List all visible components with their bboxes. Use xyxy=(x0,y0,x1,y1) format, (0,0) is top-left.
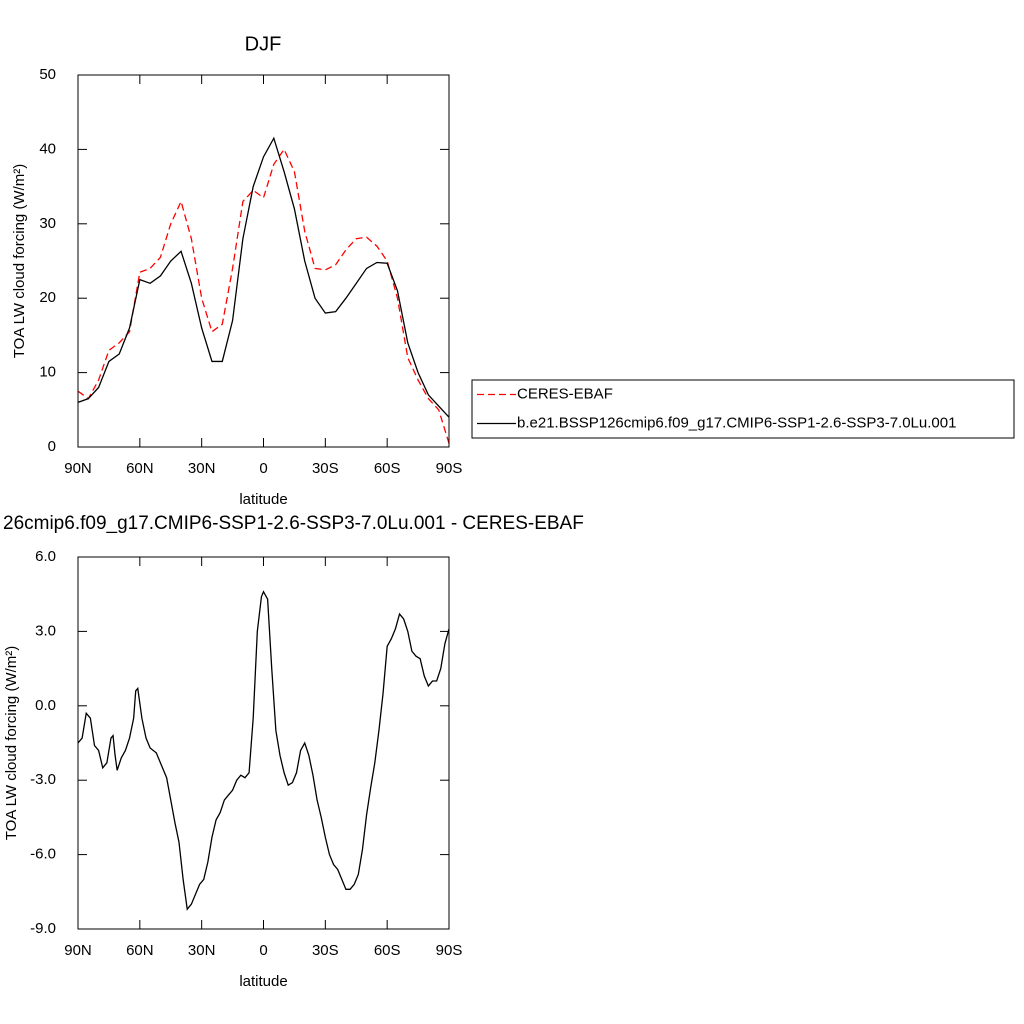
y-tick-label: -3.0 xyxy=(30,771,56,788)
legend-box xyxy=(471,379,1015,439)
chart-title: 26cmip6.f09_g17.CMIP6-SSP1-2.6-SSP3-7.0L… xyxy=(3,513,584,534)
x-tick-label: 30N xyxy=(188,460,216,477)
x-tick-label: 90S xyxy=(436,942,463,959)
y-tick-label: -6.0 xyxy=(30,846,56,863)
y-tick-label: 0.0 xyxy=(35,697,56,714)
y-tick-label: 30 xyxy=(39,215,56,232)
x-tick-label: 90N xyxy=(64,942,92,959)
y-tick-label: -9.0 xyxy=(30,920,56,937)
x-axis-label: latitude xyxy=(239,491,287,508)
y-tick-label: 40 xyxy=(39,140,56,157)
x-tick-label: 60N xyxy=(126,460,154,477)
plot-frame xyxy=(77,556,450,930)
x-tick-label: 30S xyxy=(312,942,339,959)
y-tick-label: 20 xyxy=(39,289,56,306)
y-tick-label: 3.0 xyxy=(35,622,56,639)
y-tick-label: 0 xyxy=(48,438,56,455)
y-tick-label: 6.0 xyxy=(35,548,56,565)
x-tick-label: 90S xyxy=(436,460,463,477)
x-axis-label: latitude xyxy=(239,973,287,990)
data-line xyxy=(77,590,450,911)
y-tick-label: 10 xyxy=(39,364,56,381)
y-axis-label: TOA LW cloud forcing (W/m²) xyxy=(3,646,20,840)
y-tick-label: 50 xyxy=(39,66,56,83)
x-tick-label: 0 xyxy=(259,460,267,477)
legend-label: CERES-EBAF xyxy=(517,385,613,402)
y-axis-label: TOA LW cloud forcing (W/m²) xyxy=(11,164,28,358)
data-line xyxy=(77,148,450,444)
x-tick-label: 30N xyxy=(188,942,216,959)
x-tick-label: 60N xyxy=(126,942,154,959)
x-tick-label: 0 xyxy=(259,942,267,959)
x-tick-label: 90N xyxy=(64,460,92,477)
chart-title: DJF xyxy=(245,33,282,55)
x-tick-label: 60S xyxy=(374,460,401,477)
x-tick-label: 60S xyxy=(374,942,401,959)
x-tick-label: 30S xyxy=(312,460,339,477)
legend-label: b.e21.BSSP126cmip6.f09_g17.CMIP6-SSP1-2.… xyxy=(517,414,956,431)
plot-frame xyxy=(77,74,450,448)
data-line xyxy=(77,136,450,418)
